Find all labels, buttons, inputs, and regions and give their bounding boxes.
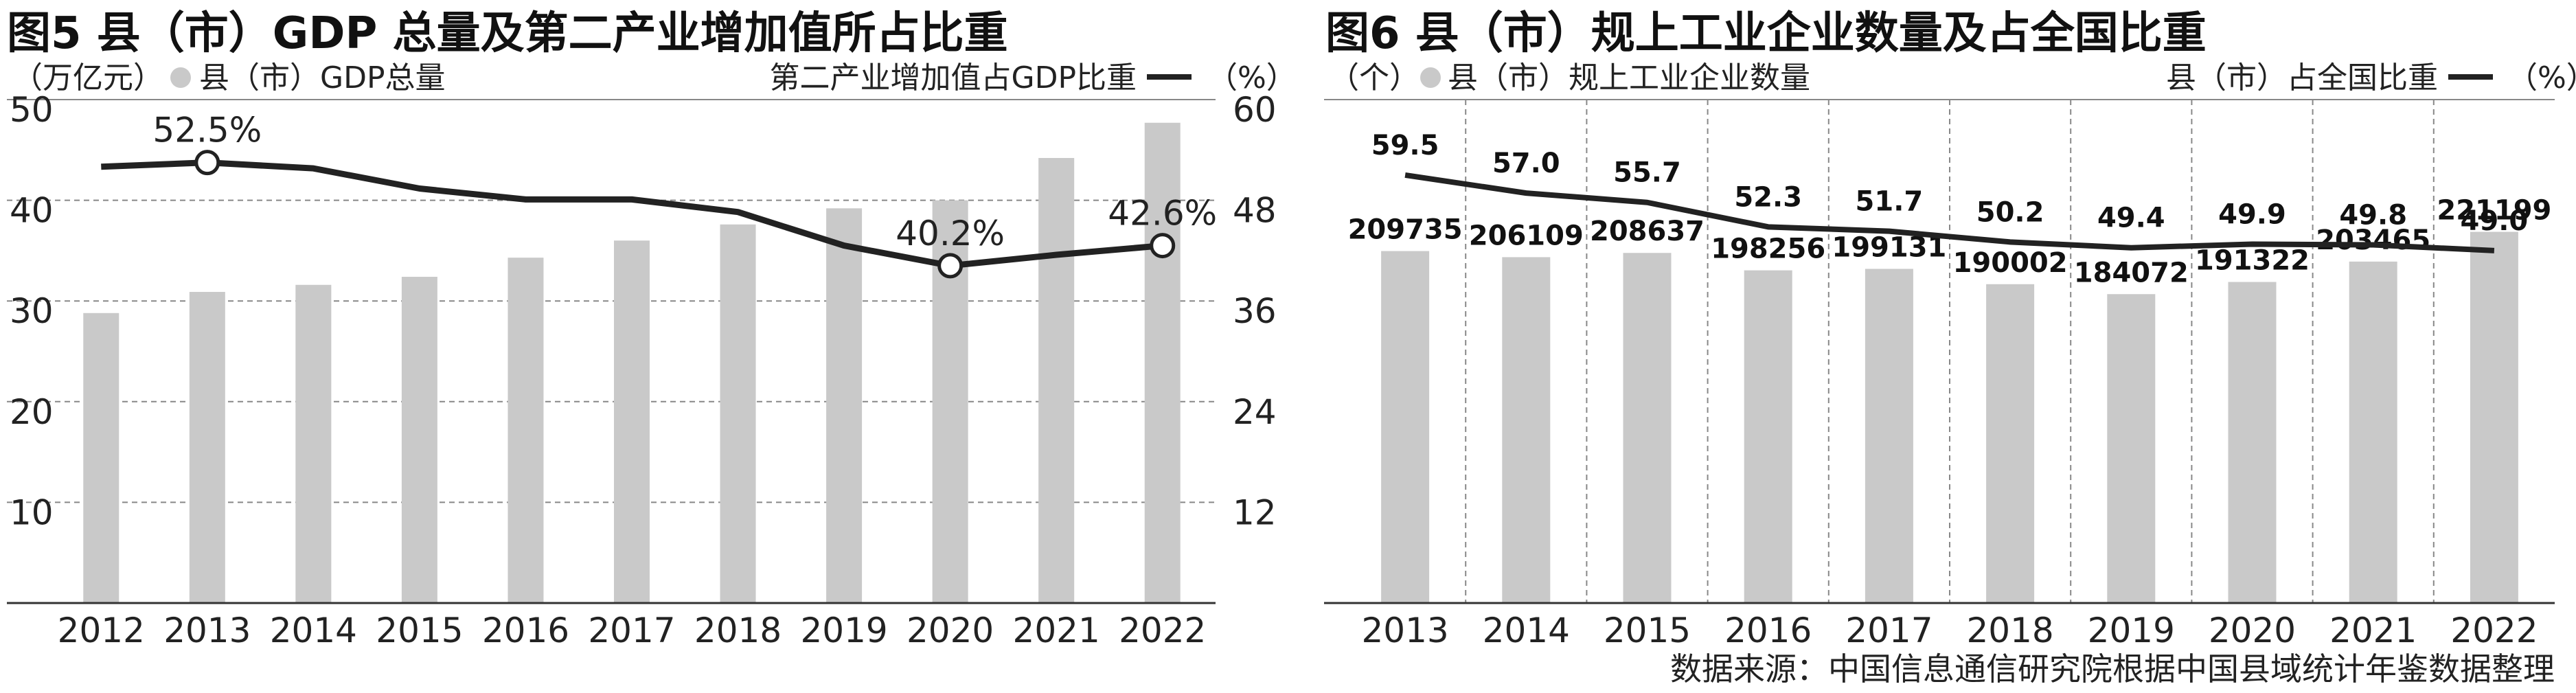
chart6-bar-label: 206109 <box>1469 220 1584 251</box>
chart6-legend-bar-label: 县（市）规上工业企业数量 <box>1448 60 1810 95</box>
chart6-bar-label: 221199 <box>2437 195 2551 227</box>
chart5-share-line <box>101 159 1163 269</box>
chart6-bar-label: 184072 <box>2074 257 2189 288</box>
chart5-xtick: 2012 <box>58 611 145 650</box>
chart6-bar <box>2470 231 2518 603</box>
chart5-ytick-left: 40 <box>10 191 54 231</box>
chart6-bar <box>1865 269 1913 603</box>
chart5-plot: 10 20 30 40 50 12 24 36 48 60 2012 2013 2014 2015 2016… <box>7 90 1277 650</box>
chart6-right-unit: （%） <box>2507 60 2576 95</box>
chart5-bar <box>508 258 544 603</box>
chart6-xtick: 2013 <box>1361 611 1448 650</box>
chart6-line-label: 51.7 <box>1856 186 1924 218</box>
chart5-xtick: 2022 <box>1119 611 1206 650</box>
chart6-xtick: 2020 <box>2209 611 2296 650</box>
chart5-right-unit: （%） <box>1207 60 1297 95</box>
chart5-legend-bar-swatch <box>170 67 191 88</box>
chart6-xtick: 2021 <box>2329 611 2417 650</box>
chart6-bar-label: 209735 <box>1348 214 1463 246</box>
chart5-bar <box>614 240 650 603</box>
chart5-left-unit: （万亿元） <box>12 60 163 95</box>
chart6-xtick: 2015 <box>1604 611 1691 650</box>
chart5-point-marker <box>937 253 964 279</box>
chart6-line-label: 49.8 <box>2339 200 2407 231</box>
chart5-xtick: 2017 <box>588 611 675 650</box>
chart6-legend-line-label: 县（市）占全国比重 <box>2166 60 2438 95</box>
chart5-bar <box>1038 158 1075 603</box>
chart6-bar-label: 190002 <box>1953 247 2068 279</box>
chart5-bar <box>1144 122 1181 603</box>
chart5-xtick: 2018 <box>694 611 782 650</box>
chart5-xtick: 2021 <box>1013 611 1100 650</box>
chart5-bar <box>83 313 119 603</box>
chart6-xtick: 2017 <box>1845 611 1933 650</box>
chart6-left-unit: （个） <box>1329 60 1420 95</box>
chart6-line-label: 52.3 <box>1734 181 1802 213</box>
chart6-share-line <box>1404 172 2495 253</box>
chart5-ytick-right: 36 <box>1233 291 1277 331</box>
chart6-line-label: 49.0 <box>2461 205 2529 237</box>
chart6-title: 图6 县（市）规上工业企业数量及占全国比重 <box>1325 8 2207 59</box>
source-note: 数据来源：中国信息通信研究院根据中国县域统计年鉴数据整理 <box>1670 650 2555 688</box>
chart5-xtick: 2015 <box>376 611 463 650</box>
chart6-bar <box>2228 282 2277 603</box>
chart5-legend-line-label: 第二产业增加值占GDP比重 <box>769 60 1137 95</box>
chart6-line-label: 55.7 <box>1613 157 1681 189</box>
chart5-bar <box>189 292 225 603</box>
chart5-ytick-right: 12 <box>1233 492 1277 532</box>
chart5-xtick: 2014 <box>270 611 357 650</box>
chart5-point-marker <box>1150 233 1176 259</box>
chart6-xtick: 2014 <box>1483 611 1570 650</box>
chart5-point-label: 42.6% <box>1108 194 1217 234</box>
chart5-bar <box>826 208 863 603</box>
chart6-bar <box>1381 251 1430 603</box>
chart5-bar <box>295 284 332 603</box>
chart6-bar <box>1986 284 2035 603</box>
chart6-bar <box>1744 270 1792 603</box>
chart5-xtick: 2020 <box>907 611 994 650</box>
chart6-xtick: 2019 <box>2088 611 2175 650</box>
chart5-xtick: 2016 <box>482 611 569 650</box>
chart5-ytick-left: 10 <box>10 492 54 532</box>
chart5-bar <box>720 224 756 603</box>
chart6-legend-bar-swatch <box>1420 67 1441 88</box>
chart6-bar-label: 198256 <box>1711 234 1825 265</box>
chart6-bar <box>1502 257 1551 603</box>
chart5-point-marker <box>194 150 220 176</box>
chart6-xtick: 2018 <box>1966 611 2053 650</box>
chart6-bar-label: 203465 <box>2316 225 2430 256</box>
chart6-xtick: 2022 <box>2450 611 2538 650</box>
chart5-point-label: 40.2% <box>896 214 1005 253</box>
chart5-ytick-right: 60 <box>1233 90 1277 130</box>
chart5-legend-bar-label: 县（市）GDP总量 <box>199 60 446 95</box>
chart5-title: 图5 县（市）GDP 总量及第二产业增加值所占比重 <box>7 8 1008 59</box>
chart6-xtick: 2016 <box>1724 611 1812 650</box>
chart6-line-label: 49.9 <box>2218 198 2286 230</box>
chart5-xtick: 2013 <box>163 611 251 650</box>
chart6-bar <box>1623 253 1672 603</box>
chart6-bar <box>2107 294 2156 603</box>
chart5-bar <box>401 277 437 603</box>
chart6-line-label: 59.5 <box>1371 130 1439 161</box>
chart5-ytick-right: 24 <box>1233 392 1277 432</box>
chart6-line-label: 57.0 <box>1492 148 1560 179</box>
chart6-bar <box>2349 261 2397 603</box>
chart5-ytick-right: 48 <box>1233 191 1277 231</box>
chart6-bar-label: 208637 <box>1590 216 1705 247</box>
chart5-ytick-left: 20 <box>10 392 54 432</box>
chart5-point-label: 52.5% <box>152 111 262 150</box>
chart5-ytick-left: 30 <box>10 291 54 331</box>
chart6-line-label: 49.4 <box>2097 203 2165 234</box>
chart6-line-label: 50.2 <box>1976 196 2044 228</box>
chart6-bar-label: 191322 <box>2195 245 2310 277</box>
chart5-ytick-left: 50 <box>10 90 54 130</box>
chart5-xtick: 2019 <box>800 611 887 650</box>
